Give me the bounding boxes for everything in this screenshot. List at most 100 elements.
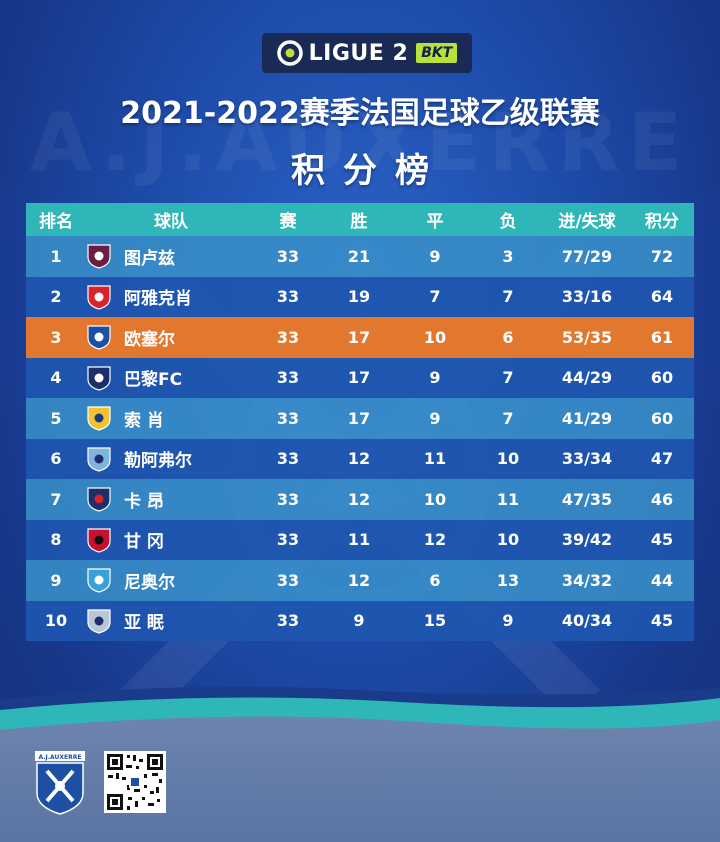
lost-cell: 10 — [496, 449, 520, 469]
points-cell: 46 — [650, 489, 674, 509]
team-name: 卡 昂 — [124, 491, 164, 512]
points-cell: 45 — [650, 530, 674, 550]
team-crest-icon — [87, 406, 111, 431]
points-cell: 61 — [650, 327, 674, 347]
team-crest-icon — [87, 285, 111, 310]
won-cell: 21 — [347, 246, 371, 266]
team-crest-icon — [87, 487, 111, 512]
header-played: 赛 — [279, 212, 297, 232]
table-row: 10 亚 眠 33 9 15 9 40/34 45 — [26, 600, 694, 641]
sponsor-logo: BKT — [416, 43, 458, 63]
table-row: 5 索 肖 33 17 9 7 41/29 60 — [26, 398, 694, 439]
league-logo-icon — [276, 40, 303, 66]
lost-cell: 7 — [502, 368, 514, 388]
rank-cell: 7 — [50, 489, 62, 509]
team-cell: 欧塞尔 — [86, 324, 256, 350]
table-row: 7 卡 昂 33 12 10 11 47/35 46 — [26, 479, 694, 520]
won-cell: 12 — [347, 489, 371, 509]
table-row: 6 勒阿弗尔 33 12 11 10 33/34 47 — [26, 438, 694, 479]
team-cell: 巴黎FC — [86, 365, 256, 391]
table-row: 3 欧塞尔 33 17 10 6 53/35 61 — [26, 317, 694, 358]
points-cell: 45 — [650, 611, 674, 631]
qr-code[interactable] — [104, 751, 166, 813]
played-cell: 33 — [276, 489, 300, 509]
rank-cell: 5 — [50, 408, 62, 428]
points-cell: 47 — [650, 449, 674, 469]
team-crest-icon — [87, 568, 111, 593]
won-cell: 12 — [347, 449, 371, 469]
lost-cell: 13 — [496, 570, 520, 590]
drawn-cell: 9 — [429, 246, 441, 266]
rank-cell: 4 — [50, 368, 62, 388]
rank-cell: 9 — [50, 570, 62, 590]
goals-cell: 77/29 — [561, 246, 613, 266]
team-cell: 阿雅克肖 — [86, 284, 256, 310]
lost-cell: 11 — [496, 489, 520, 509]
team-cell: 尼奥尔 — [86, 567, 256, 593]
team-crest-icon — [87, 366, 111, 391]
goals-cell: 41/29 — [561, 408, 613, 428]
played-cell: 33 — [276, 287, 300, 307]
played-cell: 33 — [276, 327, 300, 347]
table-row: 2 阿雅克肖 33 19 7 7 33/16 64 — [26, 276, 694, 317]
drawn-cell: 15 — [423, 611, 447, 631]
points-cell: 44 — [650, 570, 674, 590]
played-cell: 33 — [276, 246, 300, 266]
drawn-cell: 9 — [429, 408, 441, 428]
table-row: 4 巴黎FC 33 17 9 7 44/29 60 — [26, 357, 694, 398]
rank-cell: 1 — [50, 246, 62, 266]
drawn-cell: 7 — [429, 287, 441, 307]
rank-cell: 2 — [50, 287, 62, 307]
table-row: 1 图卢兹 33 21 9 3 77/29 72 — [26, 236, 694, 277]
team-crest-icon — [87, 447, 111, 472]
header-goals: 进/失球 — [558, 212, 616, 232]
league-logo-text: LIGUE 2 — [308, 40, 409, 66]
won-cell: 17 — [347, 408, 371, 428]
goals-cell: 47/35 — [561, 489, 613, 509]
team-cell: 索 肖 — [86, 405, 256, 431]
header-won: 胜 — [350, 212, 368, 232]
team-cell: 图卢兹 — [86, 243, 256, 269]
played-cell: 33 — [276, 368, 300, 388]
team-name: 甘 冈 — [124, 532, 164, 553]
drawn-cell: 12 — [423, 530, 447, 550]
table-header: 排名 球队 赛 胜 平 负 进/失球 积分 — [26, 203, 694, 236]
lost-cell: 3 — [502, 246, 514, 266]
won-cell: 9 — [353, 611, 365, 631]
won-cell: 17 — [347, 327, 371, 347]
team-name: 亚 眠 — [124, 613, 164, 634]
rank-cell: 3 — [50, 327, 62, 347]
goals-cell: 33/34 — [561, 449, 613, 469]
lost-cell: 10 — [496, 530, 520, 550]
header-points: 积分 — [645, 212, 679, 232]
won-cell: 19 — [347, 287, 371, 307]
drawn-cell: 9 — [429, 368, 441, 388]
table-row: 8 甘 冈 33 11 12 10 39/42 45 — [26, 519, 694, 560]
rank-cell: 6 — [50, 449, 62, 469]
standings-table: 排名 球队 赛 胜 平 负 进/失球 积分 1 图卢兹 33 21 9 3 77/29 72 2… — [26, 203, 694, 641]
goals-cell: 40/34 — [561, 611, 613, 631]
team-name: 尼奥尔 — [124, 572, 175, 593]
header-rank: 排名 — [39, 212, 73, 232]
team-name: 图卢兹 — [124, 248, 175, 269]
header-team: 球队 — [154, 212, 188, 232]
team-cell: 勒阿弗尔 — [86, 446, 256, 472]
header-drawn: 平 — [426, 212, 444, 232]
played-cell: 33 — [276, 408, 300, 428]
drawn-cell: 6 — [429, 570, 441, 590]
drawn-cell: 10 — [423, 327, 447, 347]
club-badge: A.J.AUXERRE — [35, 751, 85, 815]
drawn-cell: 11 — [423, 449, 447, 469]
goals-cell: 34/32 — [561, 570, 613, 590]
team-name: 勒阿弗尔 — [124, 451, 192, 472]
league-logo: LIGUE 2 BKT — [262, 33, 472, 73]
won-cell: 17 — [347, 368, 371, 388]
drawn-cell: 10 — [423, 489, 447, 509]
table-row: 9 尼奥尔 33 12 6 13 34/32 44 — [26, 560, 694, 601]
team-cell: 甘 冈 — [86, 527, 256, 553]
lost-cell: 6 — [502, 327, 514, 347]
team-name: 巴黎FC — [124, 370, 183, 391]
team-cell: 亚 眠 — [86, 608, 256, 634]
bottom-wave-decoration — [0, 686, 720, 842]
played-cell: 33 — [276, 611, 300, 631]
